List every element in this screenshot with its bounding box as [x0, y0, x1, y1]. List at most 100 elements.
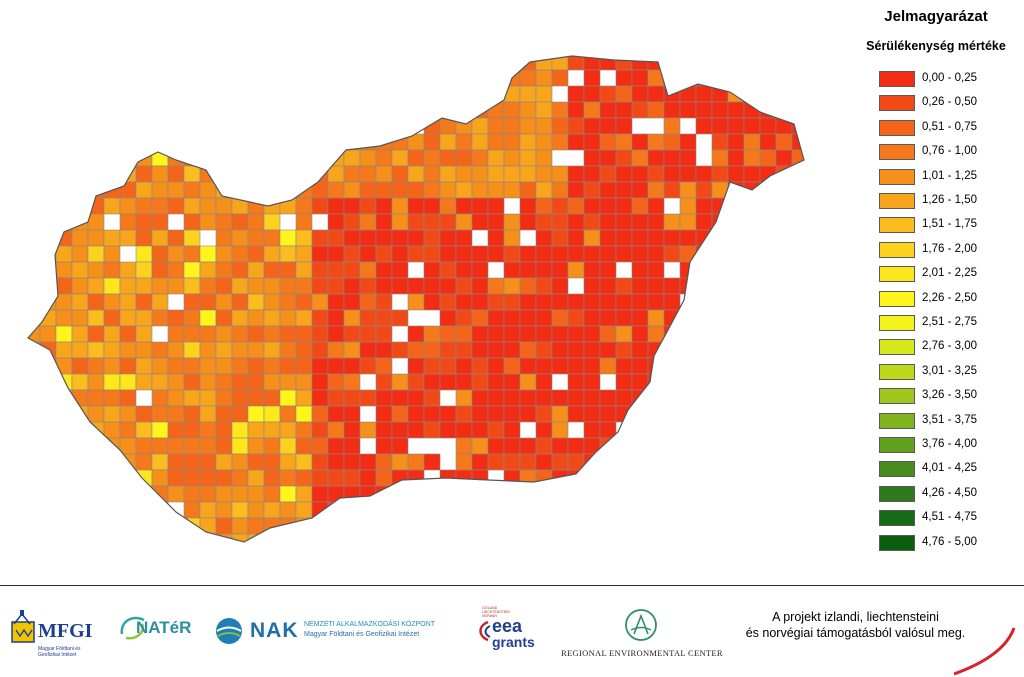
grid-cell: [119, 69, 137, 87]
grid-cell: [391, 261, 409, 279]
grid-cell: [503, 485, 521, 503]
grid-cell: [791, 56, 804, 71]
grid-cell: [327, 149, 345, 167]
grid-cell: [359, 421, 377, 439]
grid-cell: [455, 85, 473, 103]
grid-cell: [599, 485, 617, 503]
grid-cell: [567, 101, 585, 119]
grid-cell: [743, 69, 761, 87]
grid-cell: [535, 469, 553, 487]
grid-cell: [87, 357, 105, 375]
grid-cell: [39, 437, 57, 455]
grid-cell: [519, 293, 537, 311]
grid-cell: [343, 453, 361, 471]
grid-cell: [471, 389, 489, 407]
grid-cell: [87, 373, 105, 391]
grid-cell: [407, 405, 425, 423]
grid-cell: [343, 389, 361, 407]
grid-cell: [471, 373, 489, 391]
grid-cell: [583, 245, 601, 263]
grid-cell: [599, 453, 617, 471]
grid-cell: [231, 117, 249, 135]
grid-cell: [375, 309, 393, 327]
grid-cell: [407, 229, 425, 247]
grid-cell: [471, 357, 489, 375]
grid-cell: [791, 485, 804, 503]
grid-cell: [39, 181, 57, 199]
grid-cell: [215, 517, 233, 535]
grid-cell: [199, 117, 217, 135]
grid-cell: [295, 197, 313, 215]
legend-swatch: [879, 144, 915, 161]
grid-cell: [615, 85, 633, 103]
legend-class-row: 4,51 - 4,75: [879, 510, 1024, 528]
grid-cell: [391, 85, 409, 103]
grid-cell: [583, 261, 601, 279]
grid-cell: [343, 533, 361, 542]
grid-cell: [695, 357, 713, 375]
grid-cell: [695, 85, 713, 103]
grid-cell: [167, 405, 185, 423]
grid-cell: [135, 181, 153, 199]
grid-cell: [679, 197, 697, 215]
mfgi-emblem-icon: [11, 610, 35, 643]
grid-cell: [535, 485, 553, 503]
grid-cell: [439, 293, 457, 311]
grid-cell: [407, 181, 425, 199]
legend-label: 1,76 - 2,00: [922, 242, 977, 255]
grid-cell: [183, 309, 201, 327]
grid-cell: [519, 469, 537, 487]
grid-cell: [647, 405, 665, 423]
grid-cell: [407, 341, 425, 359]
grid-cell: [711, 133, 729, 151]
grid-cell: [503, 117, 521, 135]
grid-cell: [39, 56, 57, 71]
legend-label: 2,51 - 2,75: [922, 316, 977, 328]
grid-cell: [39, 69, 57, 87]
grid-cell: [135, 533, 153, 542]
grid-cell: [199, 101, 217, 119]
grid-cell: [247, 261, 265, 279]
grid-cell: [759, 197, 777, 215]
grid-cell: [407, 517, 425, 535]
grid-cell: [311, 309, 329, 327]
grid-cell: [631, 389, 649, 407]
grid-cell: [167, 309, 185, 327]
grid-cell: [247, 277, 265, 295]
grid-cell: [199, 469, 217, 487]
grid-cell: [279, 133, 297, 151]
grid-cell: [775, 245, 793, 263]
grid-cell: [151, 517, 169, 535]
grid-cell: [279, 85, 297, 103]
grid-cell: [759, 517, 777, 535]
grid-cell: [327, 101, 345, 119]
grid-cell: [631, 85, 649, 103]
grid-cell: [263, 341, 281, 359]
grid-cell: [167, 453, 185, 471]
grid-cell: [743, 309, 761, 327]
grid-cell: [631, 293, 649, 311]
grid-cell: [183, 245, 201, 263]
grid-cell: [247, 181, 265, 199]
grid-cell: [151, 213, 169, 231]
grid-cell: [727, 405, 745, 423]
grid-cell: [295, 469, 313, 487]
grid-cell: [791, 165, 804, 183]
grid-cell: [215, 117, 233, 135]
grid-cell: [327, 261, 345, 279]
legend-class-row: 2,76 - 3,00: [879, 339, 1024, 357]
grid-cell: [375, 405, 393, 423]
grid-cell: [679, 405, 697, 423]
grid-cell: [423, 101, 441, 119]
grid-cell: [183, 197, 201, 215]
grid-cell: [311, 325, 329, 343]
map-panel: [27, 55, 805, 543]
grid-cell: [631, 277, 649, 295]
grid-cell: [39, 421, 57, 439]
grid-cell: [167, 357, 185, 375]
grid-cell: [503, 245, 521, 263]
grid-cell: [135, 133, 153, 151]
grid-cell: [471, 117, 489, 135]
grid-cell: [87, 101, 105, 119]
grid-cell: [487, 149, 505, 167]
